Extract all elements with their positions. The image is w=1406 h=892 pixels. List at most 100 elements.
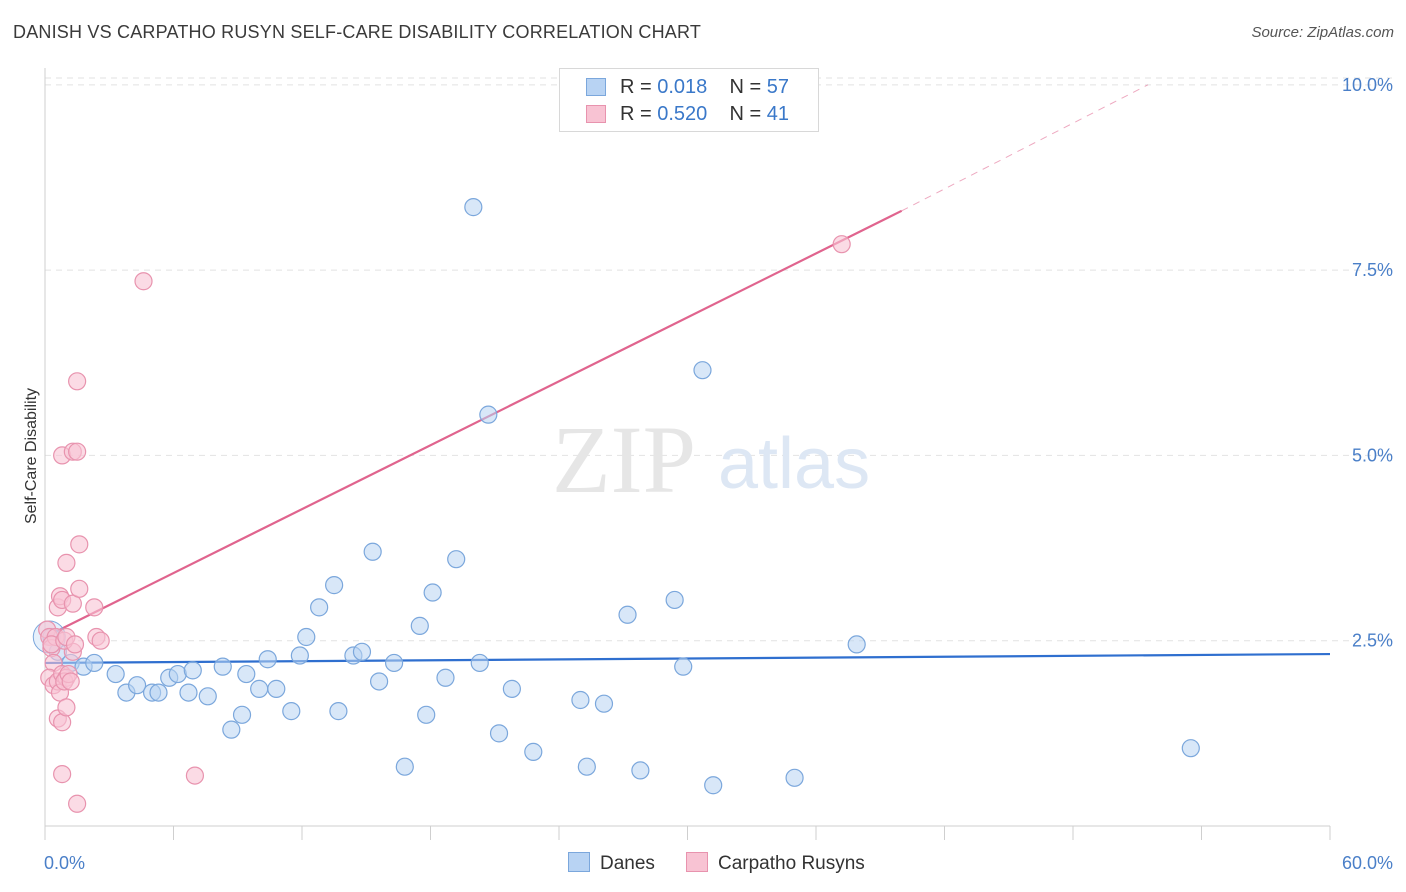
danes-point: [423, 583, 442, 602]
danes-point: [363, 542, 382, 561]
danes-point: [704, 776, 723, 795]
danes-point: [618, 605, 637, 624]
carpatho-point: [832, 235, 851, 254]
carpatho-swatch: [586, 105, 606, 123]
danes-point: [631, 761, 650, 780]
carpatho-n-label: N =: [729, 103, 767, 125]
danes-point: [436, 668, 455, 687]
carpatho-point: [61, 672, 80, 691]
carpatho-point: [57, 698, 76, 717]
carpatho-legend-label: Carpatho Rusyns: [718, 853, 865, 874]
carpatho-points: [38, 235, 851, 813]
watermark-zip: ZIP: [552, 406, 696, 513]
danes-point: [594, 694, 614, 713]
legend-item-danes[interactable]: Danes: [568, 852, 655, 875]
carpatho-point: [70, 579, 89, 598]
danes-point: [85, 653, 104, 673]
danes-point: [502, 679, 521, 698]
danes-point: [785, 768, 804, 787]
carpatho-point: [68, 442, 87, 461]
danes-point: [198, 687, 217, 706]
danes-point: [395, 757, 414, 776]
x-tick-label-max: 60.0%: [1342, 853, 1393, 873]
gridlines: [45, 77, 1392, 642]
danes-point: [470, 653, 489, 673]
carpatho-point: [57, 553, 76, 572]
carpatho-point: [65, 635, 85, 654]
carpatho-r-label: R =: [620, 103, 658, 125]
danes-point: [232, 705, 252, 724]
danes-point: [410, 616, 429, 635]
danes-legend-label: Danes: [600, 853, 655, 874]
trend-lines: [44, 84, 1331, 665]
danes-point: [489, 724, 509, 743]
carpatho-trend-extension: [901, 84, 1149, 212]
danes-n-label: N =: [729, 76, 767, 98]
danes-point: [479, 405, 498, 424]
axes: [44, 68, 1331, 840]
danes-point: [282, 702, 301, 721]
danes-point: [1181, 739, 1200, 758]
danes-point: [149, 683, 168, 702]
stats-legend: R = 0.018 N = 57 R = 0.520 N = 41: [559, 68, 819, 132]
y-tick-label: 5.0%: [1352, 445, 1393, 465]
danes-point: [571, 690, 590, 710]
danes-swatch: [586, 78, 606, 96]
danes-point: [310, 598, 329, 617]
danes-point: [352, 642, 372, 661]
carpatho-r-value: 0.520: [657, 103, 708, 125]
danes-point: [183, 661, 202, 680]
carpatho-point: [134, 272, 153, 291]
danes-point: [370, 672, 389, 691]
danes-point: [106, 664, 125, 684]
y-tick-label: 2.5%: [1352, 631, 1393, 651]
y-tick-label: 10.0%: [1342, 75, 1393, 95]
danes-point: [464, 198, 483, 217]
danes-point: [674, 657, 693, 676]
carpatho-point: [70, 535, 89, 554]
watermark-atlas: atlas: [718, 424, 870, 504]
x-tick-label-min: 0.0%: [44, 853, 85, 873]
danes-r-value: 0.018: [657, 76, 708, 98]
source-credit: Source: ZipAtlas.com: [1251, 24, 1394, 41]
carpatho-legend-swatch: [686, 852, 708, 872]
carpatho-trend-line: [44, 209, 903, 638]
carpatho-point: [53, 765, 72, 784]
danes-point: [577, 757, 596, 776]
danes-n-value: 57: [766, 76, 790, 98]
danes-point: [329, 702, 348, 721]
danes-point: [417, 705, 436, 724]
tick-labels: 2.5% 5.0% 7.5% 10.0% 0.0% 60.0%: [44, 75, 1393, 873]
danes-point: [222, 720, 241, 739]
danes-point: [267, 679, 286, 698]
danes-point: [847, 635, 866, 654]
danes-point: [447, 550, 466, 569]
danes-point: [258, 650, 277, 669]
danes-point: [325, 576, 344, 595]
carpatho-point: [85, 598, 104, 617]
danes-point: [524, 742, 543, 761]
y-axis-label: Self-Care Disability: [23, 388, 40, 524]
danes-r-label: R =: [620, 76, 658, 98]
legend-item-carpatho[interactable]: Carpatho Rusyns: [686, 852, 865, 875]
carpatho-n-value: 41: [766, 103, 790, 125]
carpatho-point: [68, 372, 87, 391]
carpatho-point: [91, 631, 110, 650]
danes-point: [384, 653, 404, 673]
watermark: ZIP atlas: [552, 406, 870, 513]
danes-point: [179, 683, 198, 702]
y-tick-label: 7.5%: [1352, 260, 1393, 280]
carpatho-point: [185, 766, 205, 785]
danes-point: [213, 657, 232, 676]
chart-title: DANISH VS CARPATHO RUSYN SELF-CARE DISAB…: [13, 22, 702, 42]
danes-point: [693, 361, 712, 380]
danes-point: [290, 646, 309, 665]
carpatho-point: [68, 794, 87, 813]
danes-point: [127, 676, 147, 695]
danes-point: [237, 664, 256, 684]
danes-point: [665, 590, 684, 610]
danes-point: [297, 627, 316, 647]
danes-point: [250, 679, 269, 698]
danes-point: [168, 664, 187, 684]
